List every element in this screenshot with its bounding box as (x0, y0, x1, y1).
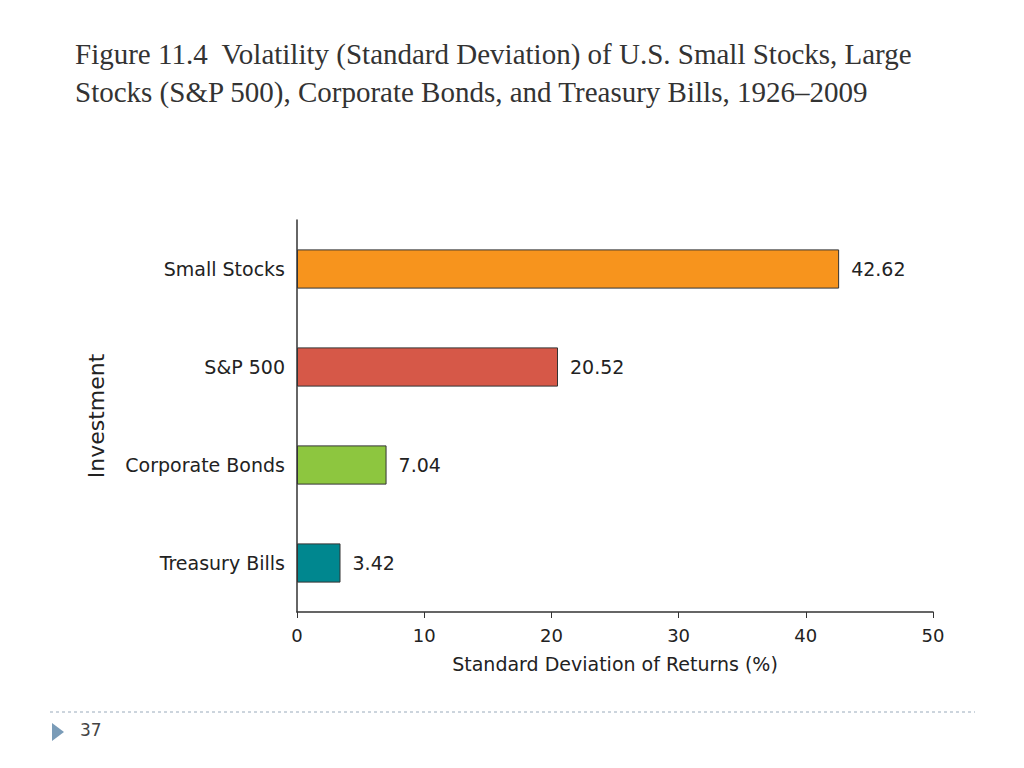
svg-text:0: 0 (291, 625, 302, 646)
svg-text:Treasury Bills: Treasury Bills (159, 552, 285, 574)
svg-text:Stocks (S&P 500), Corporate Bo: Stocks (S&P 500), Corporate Bonds, and T… (75, 76, 867, 109)
svg-text:20: 20 (540, 625, 563, 646)
svg-text:Small Stocks: Small Stocks (164, 258, 285, 280)
svg-text:30: 30 (667, 625, 690, 646)
svg-text:40: 40 (794, 625, 817, 646)
svg-text:7.04: 7.04 (399, 454, 441, 476)
svg-text:Corporate Bonds: Corporate Bonds (125, 454, 285, 476)
svg-text:Standard Deviation of Returns: Standard Deviation of Returns (%) (452, 653, 778, 675)
svg-text:10: 10 (413, 625, 436, 646)
svg-text:Investment: Investment (84, 353, 109, 478)
svg-text:Figure 11.4 Volatility (Stand: Figure 11.4 Volatility (Standard Deviati… (75, 38, 919, 71)
svg-text:50: 50 (922, 625, 945, 646)
svg-text:37: 37 (80, 720, 102, 740)
svg-text:42.62: 42.62 (851, 258, 905, 280)
svg-text:20.52: 20.52 (570, 356, 624, 378)
svg-text:S&P 500: S&P 500 (204, 356, 285, 378)
svg-text:3.42: 3.42 (353, 552, 395, 574)
